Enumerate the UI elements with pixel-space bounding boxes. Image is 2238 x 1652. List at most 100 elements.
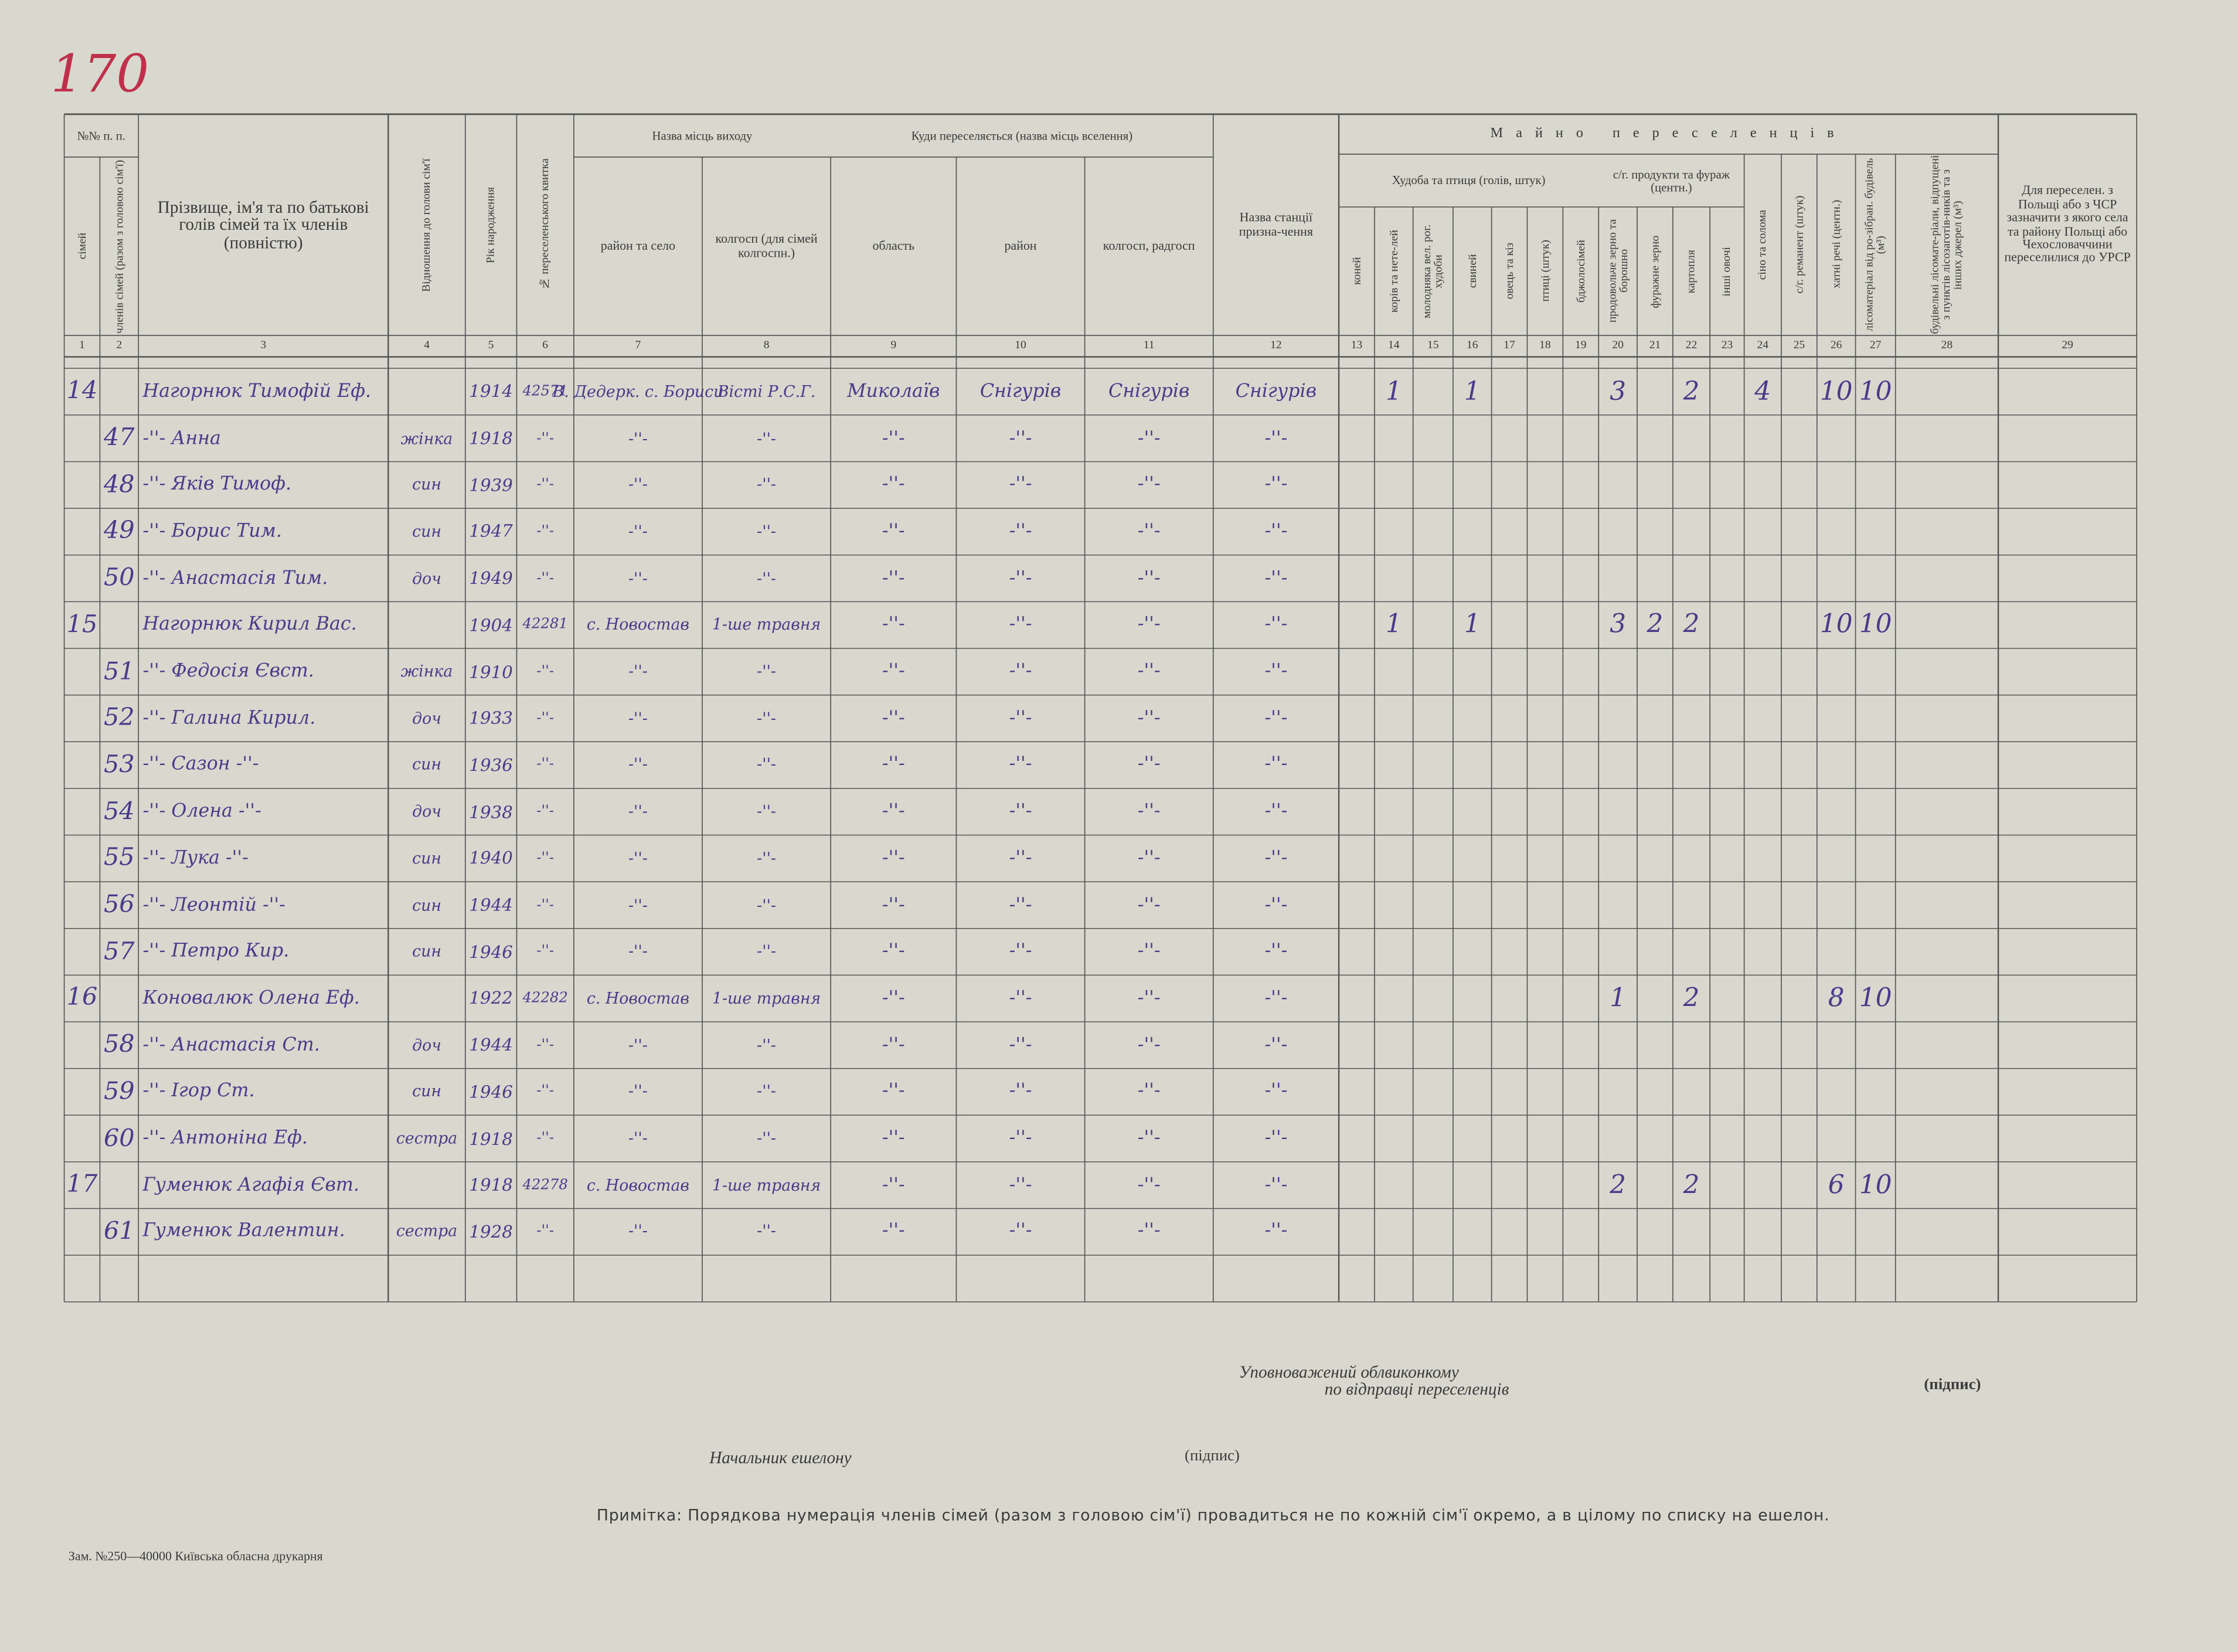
handwritten-entry: 42278 (522, 1177, 568, 1194)
column-number: 1 (79, 338, 85, 352)
column-number: 6 (542, 338, 549, 352)
column-header-cell: картопля (1673, 207, 1710, 335)
handwritten-entry: -''- (882, 567, 905, 589)
column-header: бджолосімей (1573, 240, 1587, 303)
handwritten-entry: -''- (882, 1081, 905, 1103)
handwritten-entry: -''- (882, 1174, 905, 1196)
handwritten-entry: син (412, 475, 442, 495)
handwritten-entry: 1933 (469, 708, 513, 729)
handwritten-entry: 8 (1828, 983, 1845, 1014)
handwritten-entry: -''- (757, 1129, 776, 1148)
signature-caption: (підпис) (1924, 1376, 1981, 1393)
handwritten-entry: -''- (628, 662, 648, 681)
handwritten-entry: -''- (536, 1223, 555, 1240)
column-number: 7 (635, 338, 641, 352)
handwritten-entry: -''- (882, 987, 905, 1009)
handwritten-entry: Гуменюк Валентин. (142, 1221, 345, 1243)
handwritten-entry: Нагорнюк Тимофій Еф. (142, 380, 372, 403)
column-header: Рік народження (484, 186, 497, 263)
handwritten-entry: 56 (103, 890, 135, 920)
column-number: 9 (890, 338, 897, 352)
column-number: 20 (1612, 338, 1624, 352)
column-header-cell: бджолосімей (1563, 207, 1598, 335)
handwritten-entry: 1910 (469, 661, 513, 682)
handwritten-entry: -''- (1264, 941, 1288, 963)
handwritten-entry: -''- (757, 709, 776, 728)
handwritten-entry: син (412, 1082, 442, 1102)
handwritten-entry: 1904 (469, 615, 513, 635)
handwritten-entry: -''- (1137, 708, 1161, 729)
handwritten-entry: 1944 (469, 1035, 513, 1055)
handwritten-entry: -''- (536, 477, 555, 493)
handwritten-entry: -''- (628, 522, 648, 541)
handwritten-entry: -''- (757, 475, 776, 495)
handwritten-entry: -''- (1009, 708, 1032, 729)
column-header-cell: членів сімей (разом з головою сім'ї) (100, 157, 138, 335)
handwritten-entry: -''- (1137, 521, 1161, 543)
handwritten-entry: -''- (882, 521, 905, 543)
handwritten-entry: -''- (1137, 567, 1161, 589)
column-header: картопля (1684, 249, 1698, 293)
handwritten-entry: 53 (103, 750, 135, 780)
handwritten-entry: 15 (66, 610, 98, 640)
column-number: 15 (1427, 338, 1439, 352)
handwritten-entry: 48 (103, 470, 135, 499)
handwritten-entry: -''- (1264, 1081, 1288, 1103)
handwritten-entry: 1 (1610, 983, 1626, 1014)
handwritten-entry: син (412, 942, 442, 961)
handwritten-entry: 10 (1859, 983, 1892, 1014)
handwritten-entry: -''- (536, 710, 555, 726)
printer-imprint: Зам. №250—40000 Київська обласна друкарн… (68, 1548, 323, 1563)
handwritten-entry: 60 (103, 1124, 135, 1153)
handwritten-entry: -''- (536, 570, 555, 586)
column-number: 26 (1830, 338, 1842, 352)
column-number: 29 (2062, 338, 2073, 352)
handwritten-entry: 10 (1859, 376, 1892, 407)
handwritten-entry: -''- (1264, 848, 1288, 869)
handwritten-entry: -''- (1009, 987, 1032, 1009)
column-header-cell: с/г. реманент (штук) (1781, 154, 1817, 335)
handwritten-entry: -''- Анна (142, 427, 221, 449)
handwritten-entry: -''- (1009, 474, 1032, 496)
group-header: Назва місць виходу (652, 128, 753, 142)
handwritten-entry: с. Новостав (586, 616, 690, 634)
column-header: № переселенського квитка (538, 159, 551, 291)
handwritten-entry: -''- (536, 524, 555, 540)
handwritten-entry: -''- (1009, 661, 1032, 683)
handwritten-entry: Коновалюк Олена Еф. (142, 987, 360, 1009)
column-header: молодняка вел. рог. худоби (1420, 224, 1445, 318)
handwritten-entry: -''- (1137, 1081, 1161, 1103)
column-header: корів та нете-лей (1386, 230, 1400, 313)
column-header: інші овочі (1720, 246, 1733, 296)
handwritten-entry: -''- (1009, 614, 1032, 636)
handwritten-entry: -''- (536, 1084, 555, 1100)
handwritten-entry: доч (412, 802, 441, 821)
column-header-cell: молодняка вел. рог. худоби (1413, 207, 1453, 335)
handwritten-entry: 1918 (469, 1175, 513, 1195)
handwritten-entry: -''- (628, 802, 648, 821)
handwritten-entry: -''- (628, 1222, 648, 1242)
handwritten-entry: -''- (757, 662, 776, 681)
handwritten-entry: 14 (66, 377, 98, 406)
handwritten-entry: 51 (103, 657, 135, 686)
handwritten-entry: -''- (536, 850, 555, 866)
handwritten-entry: 6 (1828, 1170, 1845, 1201)
column-header: овець та кіз (1502, 243, 1515, 300)
column-header: членів сімей (разом з головою сім'ї) (112, 159, 125, 334)
handwritten-entry: -''- (1137, 427, 1161, 449)
handwritten-entry: 1946 (469, 941, 513, 962)
column-header-cell: лісоматеріал від ро-зібран. будівель (м³… (1856, 154, 1896, 335)
handwritten-entry: -''- (1264, 614, 1288, 636)
handwritten-entry: -''- (1264, 427, 1288, 449)
handwritten-entry: 1-ше травня (712, 989, 821, 1008)
handwritten-entry: -''- (1264, 661, 1288, 683)
handwritten-entry: -''- (1264, 801, 1288, 822)
handwritten-entry: -''- (1137, 1034, 1161, 1056)
handwritten-entry: -''- (1137, 987, 1161, 1009)
column-number: 10 (1015, 338, 1026, 352)
handwritten-entry: -''- Борис Тим. (142, 521, 282, 543)
handwritten-entry: -''- (536, 664, 555, 680)
signatory-title: Начальник ешелону (709, 1447, 852, 1468)
